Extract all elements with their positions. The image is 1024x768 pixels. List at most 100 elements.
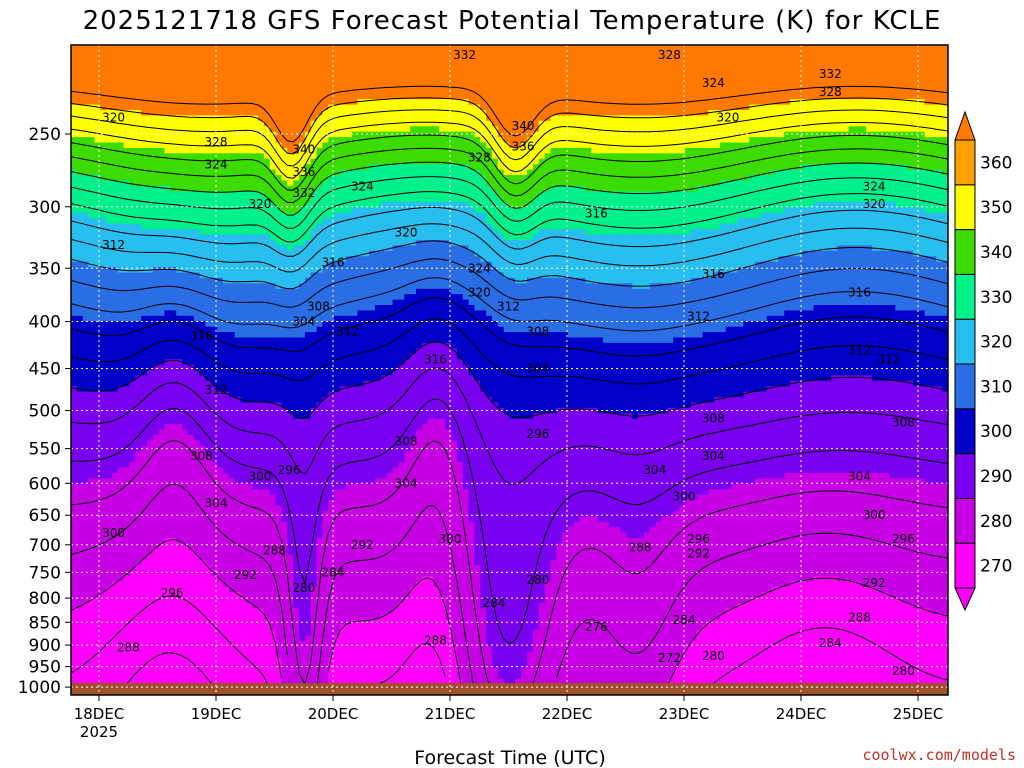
contour-label: 320 xyxy=(102,111,125,125)
contour-line xyxy=(71,440,948,695)
y-tick-label: 1000 xyxy=(18,678,61,698)
surface-band xyxy=(71,683,948,695)
contour-label: 300 xyxy=(673,489,696,503)
contour-line xyxy=(71,240,948,290)
contour-label: 316 xyxy=(322,256,345,270)
contour-line xyxy=(71,191,948,243)
x-year-label: 2025 xyxy=(80,723,118,741)
contour-label: 316 xyxy=(424,353,447,367)
contour-label: 328 xyxy=(819,85,842,99)
contour-label: 296 xyxy=(687,532,710,546)
y-tick-label: 600 xyxy=(29,474,61,494)
contour-label: 284 xyxy=(819,636,842,650)
contour-label: 312 xyxy=(848,343,871,357)
contour-label: 312 xyxy=(877,353,900,367)
colorbar-swatch xyxy=(954,497,976,544)
contour-label: 324 xyxy=(468,261,491,275)
colorbar: 270 280 290 300 310 320 330 340 350 360 xyxy=(954,110,1012,612)
contour-label: 276 xyxy=(585,620,608,634)
contour-label: 316 xyxy=(585,206,608,220)
contour-line xyxy=(71,134,948,191)
contour-label: 296 xyxy=(526,427,549,441)
colorbar-label: 270 xyxy=(980,557,1012,577)
contour-label: 332 xyxy=(292,186,315,200)
plot-frame xyxy=(70,44,949,696)
y-tick-label: 500 xyxy=(29,402,61,422)
contour-label: 308 xyxy=(702,412,725,426)
contour-line xyxy=(71,341,948,419)
contour-label: 316 xyxy=(848,286,871,300)
contour-label: 300 xyxy=(863,508,886,522)
contour-label: 336 xyxy=(512,140,535,154)
contour-label: 312 xyxy=(687,310,710,324)
colorbar-swatch xyxy=(954,542,976,589)
contour-label: 308 xyxy=(190,449,213,463)
contour-label: 308 xyxy=(526,324,549,338)
x-tick-label: 25DEC xyxy=(893,705,944,723)
y-tick-label: 250 xyxy=(29,125,61,145)
contour-label: 300 xyxy=(248,470,271,484)
contour-label: 280 xyxy=(702,649,725,663)
y-tick-label: 750 xyxy=(29,563,61,583)
contour-label: 288 xyxy=(629,541,652,555)
contour-line xyxy=(71,297,948,357)
colorbar-label: 350 xyxy=(980,198,1012,218)
x-tick-label: 18DEC xyxy=(74,705,125,723)
contour-label: 296 xyxy=(892,532,915,546)
y-tick-label: 700 xyxy=(29,536,61,556)
contour-label: 304 xyxy=(292,315,315,329)
contour-label: 320 xyxy=(716,111,739,125)
x-tick-label: 22DEC xyxy=(542,705,593,723)
colorbar-label: 290 xyxy=(980,467,1012,487)
contour-label: 316 xyxy=(190,329,213,343)
y-tick-label: 850 xyxy=(29,613,61,633)
contour-label: 308 xyxy=(395,434,418,448)
y-tick-label: 950 xyxy=(29,658,61,678)
contour-label: 328 xyxy=(658,48,681,62)
contour-label: 292 xyxy=(234,568,257,582)
y-tick-label: 300 xyxy=(29,198,61,218)
contour-line xyxy=(71,483,948,691)
contour-label: 324 xyxy=(205,158,228,172)
contour-label: 292 xyxy=(351,538,374,552)
contour-line xyxy=(71,223,948,273)
contour-line xyxy=(71,398,948,645)
y-tick-label: 400 xyxy=(29,313,61,333)
contour-line xyxy=(71,176,948,229)
contour-label: 284 xyxy=(322,565,345,579)
contour-label: 280 xyxy=(292,581,315,595)
contour-label: 340 xyxy=(292,143,315,157)
colorbar-over-arrow xyxy=(954,110,976,141)
colorbar-swatch xyxy=(954,273,976,320)
x-tick-label: 19DEC xyxy=(191,705,242,723)
ground-surface xyxy=(71,683,948,695)
contour-label: 324 xyxy=(702,76,725,90)
plot-area: 320 328 324 340 336 332 320 324 320 316 332 328 340 3… xyxy=(70,44,949,696)
contour-label: 308 xyxy=(892,415,915,429)
contour-label: 328 xyxy=(468,150,491,164)
credit-text: coolwx.com/models xyxy=(862,746,1016,764)
x-tick-label: 20DEC xyxy=(308,705,359,723)
contour-label: 300 xyxy=(102,526,125,540)
y-tick-label: 550 xyxy=(29,440,61,460)
contour-label: 320 xyxy=(863,197,886,211)
contour-label: 320 xyxy=(248,197,271,211)
contour-label: 304 xyxy=(205,496,228,510)
contour-label: 272 xyxy=(658,651,681,665)
contour-label: 288 xyxy=(424,634,447,648)
x-tick-label: 24DEC xyxy=(776,705,827,723)
contour-label: 336 xyxy=(292,165,315,179)
contour-line xyxy=(71,147,948,204)
contour-label: 288 xyxy=(117,640,140,654)
contour-label: 304 xyxy=(526,362,549,376)
contour-label: 304 xyxy=(702,449,725,463)
contour-label: 296 xyxy=(161,586,184,600)
contour-line xyxy=(71,539,948,695)
contour-label: 288 xyxy=(848,611,871,625)
contour-label: 316 xyxy=(702,267,725,281)
contour-label: 332 xyxy=(819,67,842,81)
x-axis: 18DEC 19DEC 20DEC 21DEC 22DEC 23DEC 24DEC 25DEC… xyxy=(74,695,944,741)
colorbar-label: 330 xyxy=(980,288,1012,308)
contour-label: 304 xyxy=(848,470,871,484)
